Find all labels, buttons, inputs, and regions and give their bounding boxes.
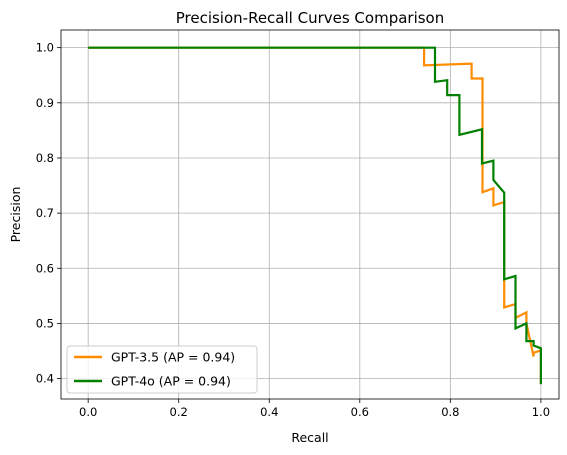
y-tick-label: 0.6 [36,261,54,275]
y-tick-label: 0.4 [36,372,54,386]
y-tick-label: 0.7 [36,206,54,220]
x-tick-label: 0.8 [441,405,459,419]
legend-box [66,345,258,394]
y-tick-label: 0.8 [36,151,54,165]
y-tick-label: 0.5 [36,316,54,330]
y-tick-label: 0.9 [36,96,54,110]
legend-label-gpt35: GPT-3.5 (AP = 0.94) [111,350,235,365]
legend: GPT-3.5 (AP = 0.94) GPT-4o (AP = 0.94) [66,345,258,394]
chart-title: Precision-Recall Curves Comparison [176,9,445,27]
x-tick-label: 0.2 [170,405,188,419]
series-line-gpt35 [88,46,543,385]
plot-frame [60,29,560,400]
series-line-gpt4o [88,46,543,385]
ticks: 0.0 0.2 0.4 0.6 0.8 1.0 0.4 0.5 0.6 0.7 0.8 0.9 1.0 [36,41,550,419]
series-lines [88,46,543,385]
x-axis-label: Recall [291,430,328,445]
x-tick-label: 0.0 [79,405,97,419]
x-tick-label: 0.4 [260,405,278,419]
x-tick-label: 0.6 [351,405,369,419]
legend-label-gpt4o: GPT-4o (AP = 0.94) [111,374,231,389]
x-tick-label: 1.0 [532,405,550,419]
y-tick-label: 1.0 [36,41,54,55]
y-axis-label: Precision [8,187,23,243]
grid [61,30,559,399]
